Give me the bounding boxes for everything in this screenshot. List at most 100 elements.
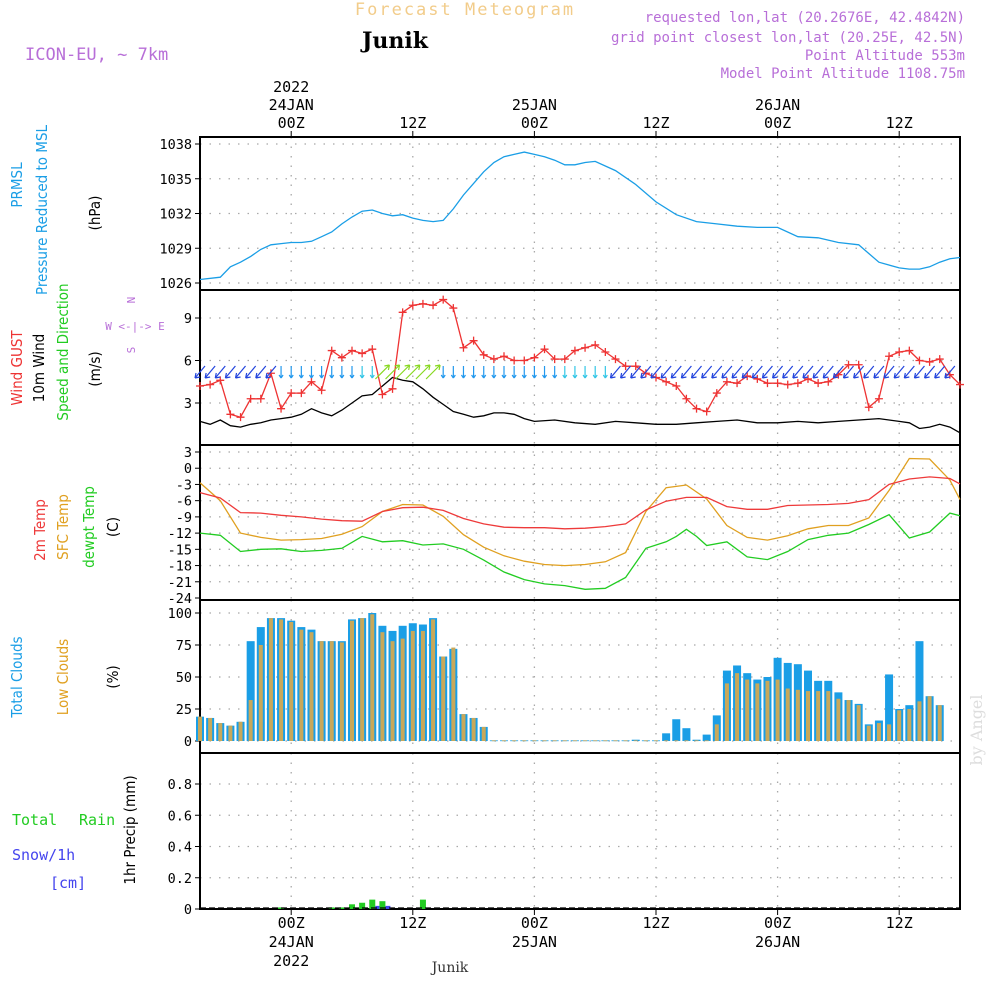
gust-point <box>429 301 438 310</box>
low-cloud-bar <box>350 620 354 741</box>
y-tick-label: -6 <box>176 494 192 510</box>
wind-barb-head <box>224 372 231 379</box>
wind-barb <box>385 364 400 380</box>
low-cloud-bar <box>360 618 365 741</box>
wind-barb-head <box>640 372 646 379</box>
wind-barb-head <box>521 374 527 379</box>
low-cloud-bar <box>816 691 821 741</box>
rain-bar <box>379 901 386 909</box>
label-total: Total <box>12 811 57 829</box>
gust-point <box>368 345 377 354</box>
y-tick-label: 0 <box>184 461 192 477</box>
gust-point <box>530 353 539 362</box>
low-cloud-bar <box>218 723 223 741</box>
label-total-clouds: Total Clouds <box>8 636 26 718</box>
low-cloud-bar <box>279 619 284 741</box>
low-cloud-bar <box>694 740 699 742</box>
low-cloud-bar <box>370 614 375 741</box>
wind-barb-head <box>384 364 390 371</box>
wind-barb-head <box>329 374 335 379</box>
gust-point <box>692 404 701 413</box>
dewpt-line <box>199 512 961 590</box>
wind-barb-head <box>680 372 687 379</box>
wind-barb-head <box>660 372 667 379</box>
rain-bar <box>338 907 345 909</box>
gust-point <box>337 353 346 362</box>
gust-point <box>439 295 448 304</box>
gust-point <box>266 369 275 378</box>
gust-point <box>702 407 711 416</box>
gust-point <box>398 308 407 317</box>
gust-point <box>712 389 721 398</box>
low-cloud-bar <box>806 691 810 741</box>
gust-point <box>348 346 356 355</box>
wind-barb-head <box>670 372 677 379</box>
wind-barb-head <box>924 372 930 379</box>
gust-point <box>672 382 681 390</box>
snow-bar <box>385 905 391 909</box>
y-tick-label: 9 <box>184 311 192 327</box>
y-tick-label: 0.8 <box>168 777 192 793</box>
low-cloud-bar <box>907 709 912 741</box>
gust-point <box>824 377 833 386</box>
wind-barb <box>630 365 642 379</box>
low-cloud-bar <box>552 740 557 742</box>
label-rain: Rain <box>79 811 115 829</box>
low-cloud-bar <box>846 700 851 741</box>
temp-2m-line <box>199 476 961 530</box>
low-cloud-bar <box>724 683 729 741</box>
low-cloud-bar <box>420 630 425 741</box>
gust-point <box>581 343 590 352</box>
gust-point <box>662 377 671 386</box>
gust-point <box>621 362 630 371</box>
compass-n: N <box>125 297 138 304</box>
wind-barb <box>914 365 925 379</box>
wind-barb <box>924 365 936 379</box>
gust-point <box>874 394 883 403</box>
gust-point <box>641 369 650 378</box>
low-cloud-bar <box>775 679 780 741</box>
wind-barb-head <box>822 372 829 379</box>
low-cloud-bar <box>491 740 496 742</box>
wind-barb-head <box>934 372 940 379</box>
gust-point <box>489 355 498 364</box>
low-cloud-bar <box>684 740 689 742</box>
low-cloud-bar <box>238 721 243 741</box>
y-tick-label: 75 <box>176 638 192 654</box>
gust-point <box>459 343 468 352</box>
gust-point <box>935 355 944 364</box>
low-cloud-bar <box>755 683 760 741</box>
pressure-line <box>199 151 961 281</box>
gust-point <box>317 386 326 395</box>
low-cloud-bar <box>441 656 446 741</box>
wind-barb <box>772 365 784 379</box>
wind-barb-head <box>842 372 849 379</box>
low-cloud-bar <box>765 680 770 741</box>
wind-barb-head <box>893 372 900 379</box>
low-cloud-bar <box>461 714 466 741</box>
gust-point <box>358 349 367 358</box>
gust-point <box>378 390 387 399</box>
wind-barb-head <box>298 374 304 379</box>
wind-barb <box>265 365 277 379</box>
wind-barb-head <box>944 372 950 379</box>
gust-point <box>793 379 802 388</box>
panel-pressure: 1026 1029 1032 1035 1038 <box>159 136 961 292</box>
station-title: Junik <box>360 28 429 54</box>
gust-point <box>864 403 873 412</box>
time-axis: 00Z00Z24JAN24JAN12Z12Z00Z00Z25JAN25JAN12… <box>269 78 913 970</box>
gust-point <box>722 377 731 386</box>
gust-point <box>753 374 762 383</box>
wind-barb-head <box>572 374 578 379</box>
low-cloud-bar <box>299 629 304 741</box>
time-label-top: 00Z <box>764 114 791 132</box>
gust-point <box>763 379 772 388</box>
model-label: ICON-EU, ~ 7km <box>25 45 168 65</box>
panel-frame <box>199 752 961 910</box>
low-cloud-bar <box>856 705 861 741</box>
low-cloud-bar <box>654 740 658 742</box>
wind-barb-head <box>194 372 201 379</box>
gust-point <box>540 345 549 354</box>
wind-barb-head <box>369 374 375 379</box>
low-cloud-bar <box>674 740 679 742</box>
